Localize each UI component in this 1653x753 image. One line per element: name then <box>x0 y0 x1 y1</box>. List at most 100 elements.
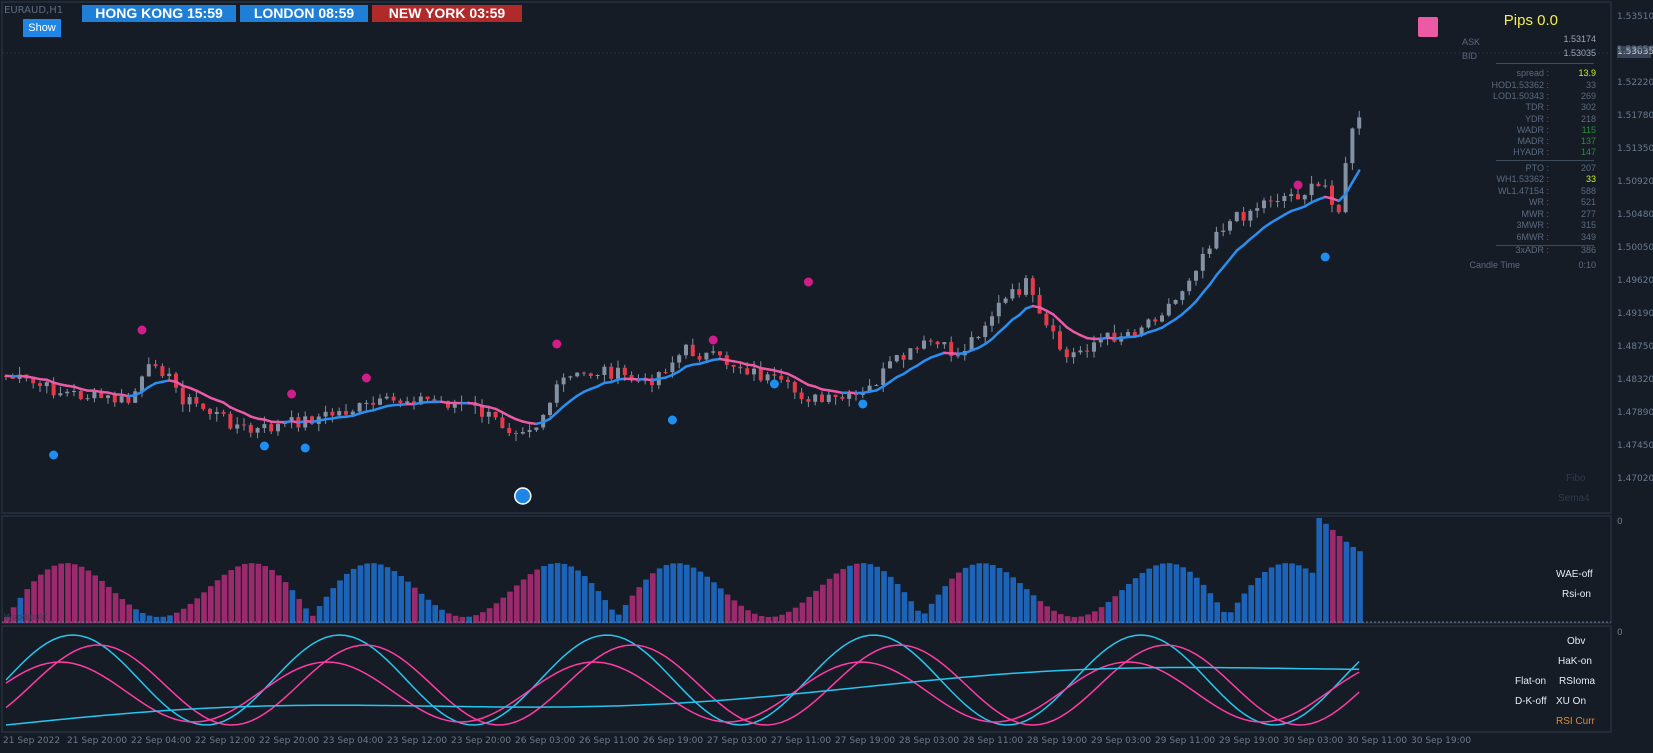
moving-average-segment <box>888 375 899 384</box>
candle <box>813 394 818 402</box>
candle <box>561 377 566 385</box>
moving-average-segment <box>541 417 552 424</box>
histogram-bar <box>1173 564 1180 623</box>
moving-average-segment <box>548 411 559 420</box>
candle <box>575 372 580 377</box>
moving-average-segment <box>494 407 504 414</box>
stat-label: WR : <box>1529 197 1549 207</box>
stat-label: PTO : <box>1525 163 1549 173</box>
moving-average-segment <box>1215 266 1225 277</box>
histogram-bar <box>174 612 180 623</box>
histogram-bar <box>724 594 731 623</box>
histogram-bar <box>92 575 98 623</box>
histogram-bar <box>24 589 30 623</box>
candle <box>1255 208 1260 211</box>
stat-label: MADR : <box>1517 136 1550 146</box>
histogram-bar <box>1010 577 1016 623</box>
histogram-bar <box>1275 564 1282 623</box>
candle <box>969 337 974 352</box>
candle <box>160 366 165 377</box>
histogram-bar <box>180 608 187 623</box>
high-dot-marker <box>361 373 371 383</box>
low-dot-marker <box>300 443 310 453</box>
candle <box>806 399 811 402</box>
histogram-bar <box>1350 546 1356 623</box>
histogram-bar <box>262 566 268 623</box>
histogram-bar <box>78 566 85 623</box>
candle <box>983 325 988 338</box>
histogram-bar <box>330 588 336 623</box>
histogram-bar <box>17 597 24 623</box>
stat-value: 588 <box>1580 186 1596 196</box>
moving-average-segment <box>1344 181 1354 196</box>
stat-value: 315 <box>1580 220 1596 230</box>
candle <box>493 411 498 418</box>
candle <box>697 356 702 360</box>
histogram-bar <box>1024 589 1030 623</box>
bid-value: 1.53035 <box>1563 48 1596 58</box>
histogram-bar <box>1289 563 1295 623</box>
high-dot-marker <box>287 389 297 399</box>
price-axis-label: 1.52220 <box>1617 78 1653 88</box>
histogram-bar <box>391 571 398 623</box>
candle <box>446 401 450 408</box>
moving-average-segment <box>786 372 797 379</box>
candle <box>357 402 362 412</box>
histogram-bar <box>575 570 581 623</box>
candle <box>1350 128 1355 164</box>
histogram-bar <box>303 608 309 623</box>
flat-on-label: Flat-on <box>1515 676 1547 687</box>
histogram-bar <box>718 588 724 623</box>
show-button[interactable]: Show <box>23 19 61 37</box>
candle <box>942 342 947 345</box>
histogram-bar <box>58 563 64 623</box>
rsi-curr-label: RSI Curr <box>1556 716 1595 727</box>
histogram-bar <box>854 563 860 623</box>
moving-average-segment <box>983 337 994 346</box>
candle <box>1330 185 1334 205</box>
low-dot-marker <box>1320 252 1330 262</box>
candle <box>949 342 954 357</box>
ask-label: ASK <box>1461 37 1480 47</box>
candle <box>364 402 369 404</box>
candle <box>180 387 185 405</box>
histogram-bar <box>1071 616 1078 623</box>
histogram-bar <box>1282 563 1288 623</box>
histogram-bar <box>1105 601 1112 623</box>
candle <box>772 374 777 376</box>
candle <box>663 372 668 374</box>
histogram-bar <box>507 591 513 623</box>
histogram-bar <box>684 564 690 623</box>
histogram-bar <box>1166 563 1173 623</box>
histogram-bar <box>956 572 962 623</box>
candle <box>792 382 797 393</box>
histogram-bar <box>493 603 500 623</box>
candle <box>221 411 226 414</box>
candle <box>1275 200 1280 202</box>
histogram-bar <box>996 568 1003 623</box>
candle <box>323 411 328 417</box>
histogram-bar <box>337 580 343 623</box>
candle <box>1071 352 1076 358</box>
symbol-label: EURAUD,H1 <box>4 5 64 16</box>
histogram-bar <box>820 584 826 623</box>
time-axis-label: 22 Sep 12:00 <box>195 736 256 746</box>
stat-value: 33 <box>1585 80 1596 90</box>
candle <box>867 385 872 393</box>
candle <box>752 368 756 375</box>
histogram-bar <box>384 567 391 623</box>
candle <box>418 396 423 405</box>
time-axis-label: 29 Sep 11:00 <box>1155 736 1216 746</box>
stat-label: WH1.53362 : <box>1496 174 1549 184</box>
histogram-bar <box>527 574 534 623</box>
histogram-bar <box>405 581 411 623</box>
current-price-tag: 1.53035 <box>1617 46 1653 58</box>
candle <box>894 355 899 362</box>
candle <box>677 355 682 363</box>
oscillator-line <box>5 661 1360 723</box>
candle <box>588 373 593 376</box>
histogram-bar <box>915 610 921 623</box>
candle <box>1010 289 1015 299</box>
histogram-bar <box>772 616 778 623</box>
